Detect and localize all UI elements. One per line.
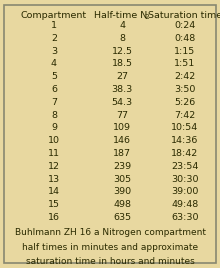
Text: 54.3: 54.3 xyxy=(112,98,133,107)
Text: 30:30: 30:30 xyxy=(171,175,198,184)
Text: 11: 11 xyxy=(48,149,60,158)
Text: 7: 7 xyxy=(51,98,57,107)
Text: 10: 10 xyxy=(48,136,60,145)
Text: 12.5: 12.5 xyxy=(112,47,133,55)
Text: Compartment: Compartment xyxy=(21,11,87,20)
Text: 10:54: 10:54 xyxy=(171,123,198,132)
Text: 7:42: 7:42 xyxy=(174,111,195,120)
Text: 239: 239 xyxy=(113,162,131,171)
Text: 2:42: 2:42 xyxy=(174,72,195,81)
Text: saturation time in hours and minutes: saturation time in hours and minutes xyxy=(26,257,194,266)
Text: 13: 13 xyxy=(48,175,60,184)
Text: 18:42: 18:42 xyxy=(171,149,198,158)
Text: 2: 2 xyxy=(145,14,150,20)
Text: 8: 8 xyxy=(119,34,125,43)
Text: 18.5: 18.5 xyxy=(112,59,133,68)
Text: Buhlmann ZH 16 a Nitrogen compartment: Buhlmann ZH 16 a Nitrogen compartment xyxy=(15,228,205,237)
Text: Saturation time: Saturation time xyxy=(148,11,220,20)
Text: 187: 187 xyxy=(113,149,131,158)
Text: 0:48: 0:48 xyxy=(174,34,195,43)
Text: 16: 16 xyxy=(48,213,60,222)
Text: 77: 77 xyxy=(116,111,128,120)
Text: 14: 14 xyxy=(48,188,60,196)
Text: 635: 635 xyxy=(113,213,131,222)
Text: 49:48: 49:48 xyxy=(171,200,198,209)
Text: 2: 2 xyxy=(51,34,57,43)
Text: 6: 6 xyxy=(51,85,57,94)
Text: 109: 109 xyxy=(113,123,131,132)
Text: 8: 8 xyxy=(51,111,57,120)
Text: 1:15: 1:15 xyxy=(174,47,195,55)
Text: 0:24: 0:24 xyxy=(174,21,195,30)
Text: 1: 1 xyxy=(51,21,57,30)
Text: 14:36: 14:36 xyxy=(171,136,198,145)
Text: 305: 305 xyxy=(113,175,131,184)
Text: 390: 390 xyxy=(113,188,131,196)
Text: 12: 12 xyxy=(48,162,60,171)
Text: 39:00: 39:00 xyxy=(171,188,198,196)
Text: 3: 3 xyxy=(51,47,57,55)
Text: 15: 15 xyxy=(48,200,60,209)
Text: half times in minutes and approximate: half times in minutes and approximate xyxy=(22,243,198,252)
Text: 23:54: 23:54 xyxy=(171,162,198,171)
Text: 146: 146 xyxy=(113,136,131,145)
Text: 5:26: 5:26 xyxy=(174,98,195,107)
Text: 1:51: 1:51 xyxy=(174,59,195,68)
Text: 4: 4 xyxy=(51,59,57,68)
Text: Half-time N: Half-time N xyxy=(94,11,148,20)
Text: 27: 27 xyxy=(116,72,128,81)
Text: 9: 9 xyxy=(51,123,57,132)
Text: 3:50: 3:50 xyxy=(174,85,196,94)
Text: 4: 4 xyxy=(119,21,125,30)
Text: 498: 498 xyxy=(113,200,131,209)
Text: 38.3: 38.3 xyxy=(112,85,133,94)
Text: 63:30: 63:30 xyxy=(171,213,198,222)
Text: 5: 5 xyxy=(51,72,57,81)
